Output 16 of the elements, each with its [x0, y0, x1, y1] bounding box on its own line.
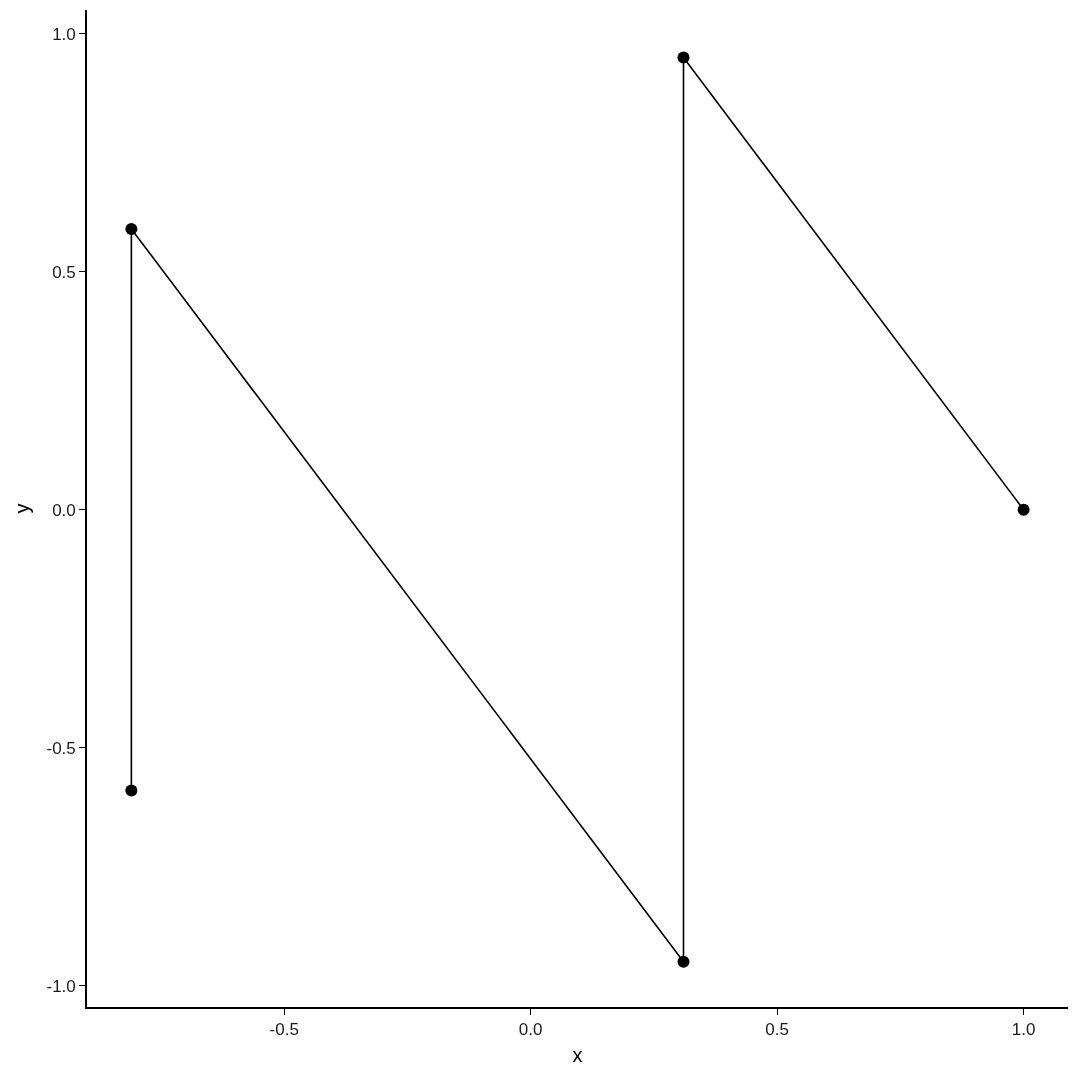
y-tick-label: 0.5 [52, 262, 76, 282]
point [125, 784, 138, 797]
y-axis-title: y [10, 503, 33, 514]
point [677, 955, 690, 968]
x-tick-label: 1.0 [1011, 1020, 1036, 1040]
point [1017, 503, 1030, 516]
x-tick-label: 0.5 [765, 1020, 789, 1040]
point [677, 51, 690, 64]
x-axis-title: x [572, 1044, 583, 1067]
y-tick-label: -0.5 [46, 738, 76, 758]
point [125, 222, 138, 235]
x-tick-label: -0.5 [269, 1020, 299, 1040]
y-tick-label: 1.0 [52, 24, 76, 44]
y-tick-label: 0.0 [52, 500, 76, 520]
y-tick-label: -1.0 [46, 976, 76, 996]
x-tick-label: 0.0 [518, 1020, 543, 1040]
